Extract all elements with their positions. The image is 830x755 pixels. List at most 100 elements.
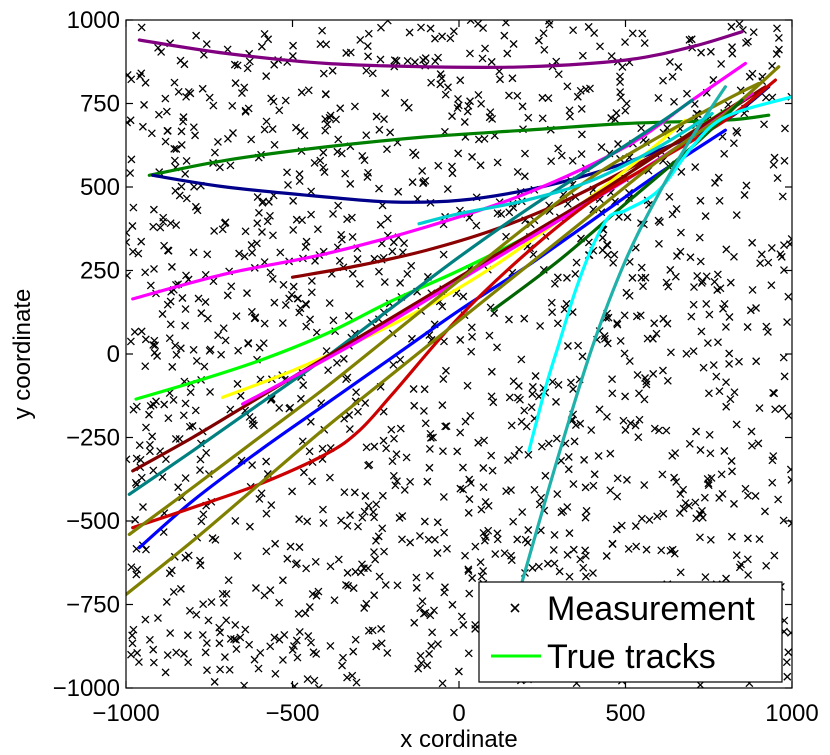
measurement-point	[288, 52, 297, 60]
measurement-point	[427, 641, 436, 650]
measurement-point	[732, 126, 741, 135]
measurement-point	[363, 42, 372, 51]
measurement-point	[412, 583, 421, 592]
measurement-point	[703, 339, 712, 348]
measurement-point	[325, 113, 334, 122]
measurement-point	[697, 48, 706, 57]
measurement-point	[552, 434, 561, 443]
measurement-point	[288, 487, 297, 496]
measurement-point	[126, 337, 135, 346]
measurement-point	[383, 214, 392, 223]
measurement-point	[480, 436, 489, 445]
measurement-point	[362, 131, 371, 140]
measurement-point	[454, 101, 463, 110]
measurement-point	[665, 58, 674, 66]
measurement-point	[722, 574, 731, 583]
measurement-point	[545, 20, 554, 29]
measurement-point	[763, 327, 772, 336]
measurement-point	[735, 20, 744, 28]
measurement-point	[671, 449, 680, 458]
measurement-point	[255, 494, 264, 503]
measurement-point	[240, 252, 249, 261]
measurement-point	[259, 339, 268, 348]
measurement-point	[748, 285, 757, 294]
measurement-point	[628, 273, 637, 282]
measurement-point	[127, 155, 136, 164]
measurement-point	[631, 522, 640, 531]
measurement-point	[370, 591, 379, 600]
measurement-point	[410, 401, 419, 410]
measurement-point	[161, 94, 170, 103]
measurement-point	[549, 545, 558, 554]
measurement-point	[325, 473, 334, 482]
measurement-point	[202, 40, 211, 49]
measurement-point	[563, 342, 572, 350]
measurement-point	[177, 141, 186, 149]
measurement-point	[158, 310, 167, 318]
measurement-point	[344, 311, 353, 320]
measurement-point	[608, 389, 617, 398]
measurement-point	[621, 392, 630, 401]
measurement-point	[197, 309, 206, 318]
measurement-point	[529, 250, 538, 259]
y-tick-label: 0	[107, 341, 120, 368]
measurement-point	[177, 127, 186, 136]
measurement-point	[520, 314, 529, 323]
measurement-point	[465, 49, 474, 58]
measurement-point	[670, 473, 679, 482]
measurement-point	[307, 276, 316, 285]
measurement-point	[318, 444, 327, 453]
measurement-point	[141, 362, 150, 371]
measurement-point	[387, 425, 396, 434]
measurement-point	[601, 334, 609, 343]
measurement-point	[493, 343, 502, 352]
measurement-point	[773, 24, 781, 33]
measurement-point	[441, 90, 450, 99]
measurement-point	[672, 204, 681, 213]
measurement-point	[626, 419, 635, 428]
measurement-point	[364, 29, 373, 38]
measurement-point	[161, 455, 170, 464]
measurement-point	[248, 248, 257, 257]
measurement-point	[713, 270, 722, 279]
measurement-point	[197, 517, 206, 526]
true-track-14	[126, 65, 781, 597]
measurement-point	[743, 555, 752, 564]
measurement-point	[195, 556, 204, 565]
measurement-point	[350, 488, 359, 497]
measurement-point	[351, 635, 360, 644]
measurement-point	[388, 457, 397, 466]
measurement-point	[201, 298, 210, 306]
measurement-point	[566, 378, 575, 387]
measurement-point	[406, 538, 415, 547]
measurement-point	[162, 597, 171, 606]
measurement-point	[181, 399, 190, 408]
measurement-point	[607, 52, 616, 61]
measurement-point	[439, 493, 448, 501]
measurement-point	[610, 250, 619, 259]
measurement-point	[581, 551, 590, 560]
measurement-point	[696, 681, 705, 688]
measurement-point	[279, 280, 288, 289]
measurement-point	[560, 305, 569, 314]
measurement-point	[343, 215, 352, 224]
measurement-point	[302, 564, 311, 573]
measurement-point	[778, 404, 787, 413]
measurement-point	[137, 23, 146, 32]
measurement-point	[640, 395, 649, 404]
measurement-point	[517, 355, 526, 364]
measurement-point	[691, 498, 700, 507]
measurement-point	[528, 390, 537, 398]
measurement-point	[608, 375, 617, 384]
measurement-point	[350, 102, 359, 111]
measurement-point	[778, 192, 787, 201]
measurement-point	[337, 516, 346, 525]
measurement-point	[268, 125, 277, 134]
measurement-point	[247, 241, 256, 249]
measurement-point	[286, 542, 295, 551]
legend-measurement-label: Measurement	[547, 590, 755, 628]
measurement-point	[534, 36, 543, 45]
measurement-point	[243, 289, 251, 298]
measurement-point	[421, 54, 430, 63]
legend-track-label: True tracks	[547, 638, 716, 676]
